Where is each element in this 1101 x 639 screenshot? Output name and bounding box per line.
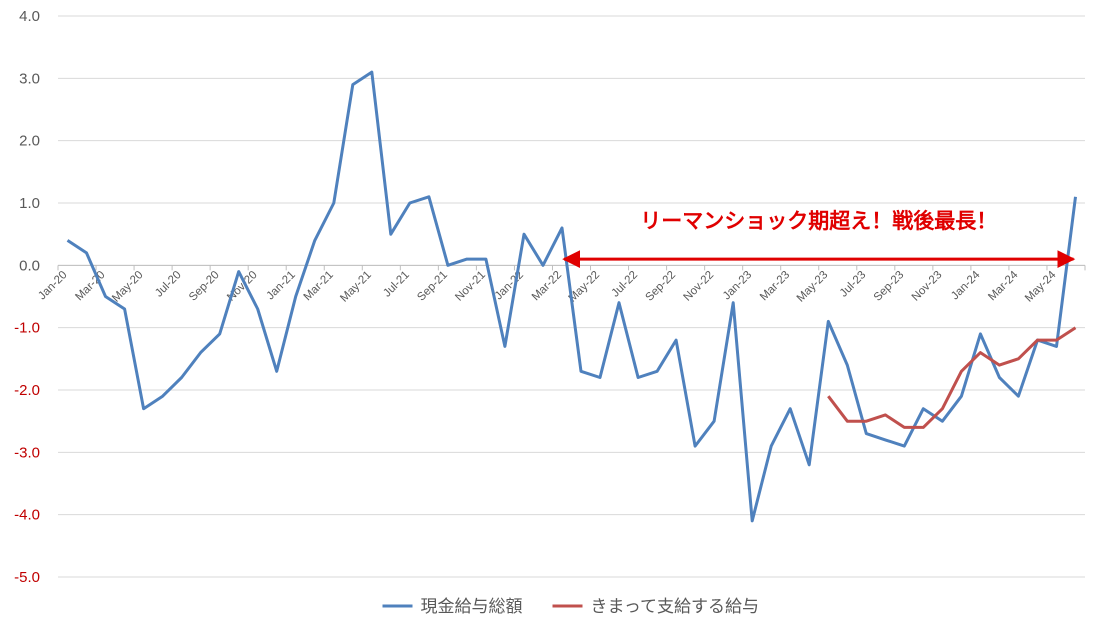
- x-tick-label: Sep-21: [415, 269, 450, 304]
- legend-label-1: 現金給与総額: [421, 597, 523, 617]
- y-axis-ticks: 4.0 3.0 2.0 1.0 0.0 -1.0 -2.0 -3.0 -4.0 -5.0: [14, 8, 40, 586]
- x-tick-label: Jan-22: [493, 269, 526, 302]
- x-tick-label: Nov-22: [682, 269, 717, 304]
- x-tick-label: May-24: [1023, 269, 1059, 305]
- y-tick-label: -4.0: [14, 507, 40, 524]
- y-tick-label: 0.0: [19, 257, 40, 274]
- x-axis-ticks: Jan-20 Mar-20 May-20 Jul-20 Sep-20 Nov-20 Jan-…: [36, 269, 1059, 305]
- annotation-text: リーマンショック期超え！戦後最長！: [640, 208, 997, 233]
- y-tick-label: 3.0: [19, 70, 40, 87]
- x-tick-label: Jan-21: [264, 269, 297, 302]
- y-tick-label: 2.0: [19, 133, 40, 150]
- x-tick-label: Mar-22: [530, 269, 564, 303]
- legend: 現金給与総額 きまって支給する給与: [382, 597, 759, 617]
- x-tick-label: Jan-23: [721, 269, 754, 302]
- x-tick-label: Jul-23: [838, 269, 869, 300]
- x-tick-label: Mar-23: [758, 269, 792, 303]
- x-tick-label: May-21: [338, 269, 374, 305]
- series-lines: [66, 70, 1077, 523]
- x-tick-label: Sep-23: [872, 269, 907, 304]
- y-tick-label: -3.0: [14, 444, 40, 461]
- x-tick-label: Mar-24: [986, 269, 1021, 304]
- x-tick-label: Jan-20: [36, 269, 69, 302]
- x-tick-label: Jul-22: [610, 269, 641, 300]
- y-tick-label: 1.0: [19, 195, 40, 212]
- y-tick-label: -5.0: [14, 569, 40, 586]
- x-tick-label: Mar-21: [302, 269, 336, 303]
- x-tick-label: Nov-23: [910, 269, 945, 304]
- y-tick-label: -2.0: [14, 382, 40, 399]
- y-tick-label: 4.0: [19, 8, 40, 25]
- x-tick-label: Jul-20: [153, 269, 184, 300]
- x-tick-label: Jul-21: [381, 269, 412, 300]
- x-tick-label: Nov-21: [453, 269, 488, 304]
- x-tick-label: May-23: [795, 269, 831, 305]
- x-tick-label: Sep-20: [187, 269, 222, 304]
- annotation: リーマンショック期超え！戦後最長！: [562, 208, 1076, 269]
- x-tick-label: May-20: [110, 269, 146, 305]
- series-line-1: [66, 70, 1077, 523]
- series-line-2: [827, 326, 1077, 429]
- y-tick-label: -1.0: [14, 320, 40, 337]
- x-tick-label: Sep-22: [644, 269, 679, 304]
- legend-label-2: きまって支給する給与: [591, 597, 759, 617]
- x-tick-label: Jan-24: [949, 269, 983, 303]
